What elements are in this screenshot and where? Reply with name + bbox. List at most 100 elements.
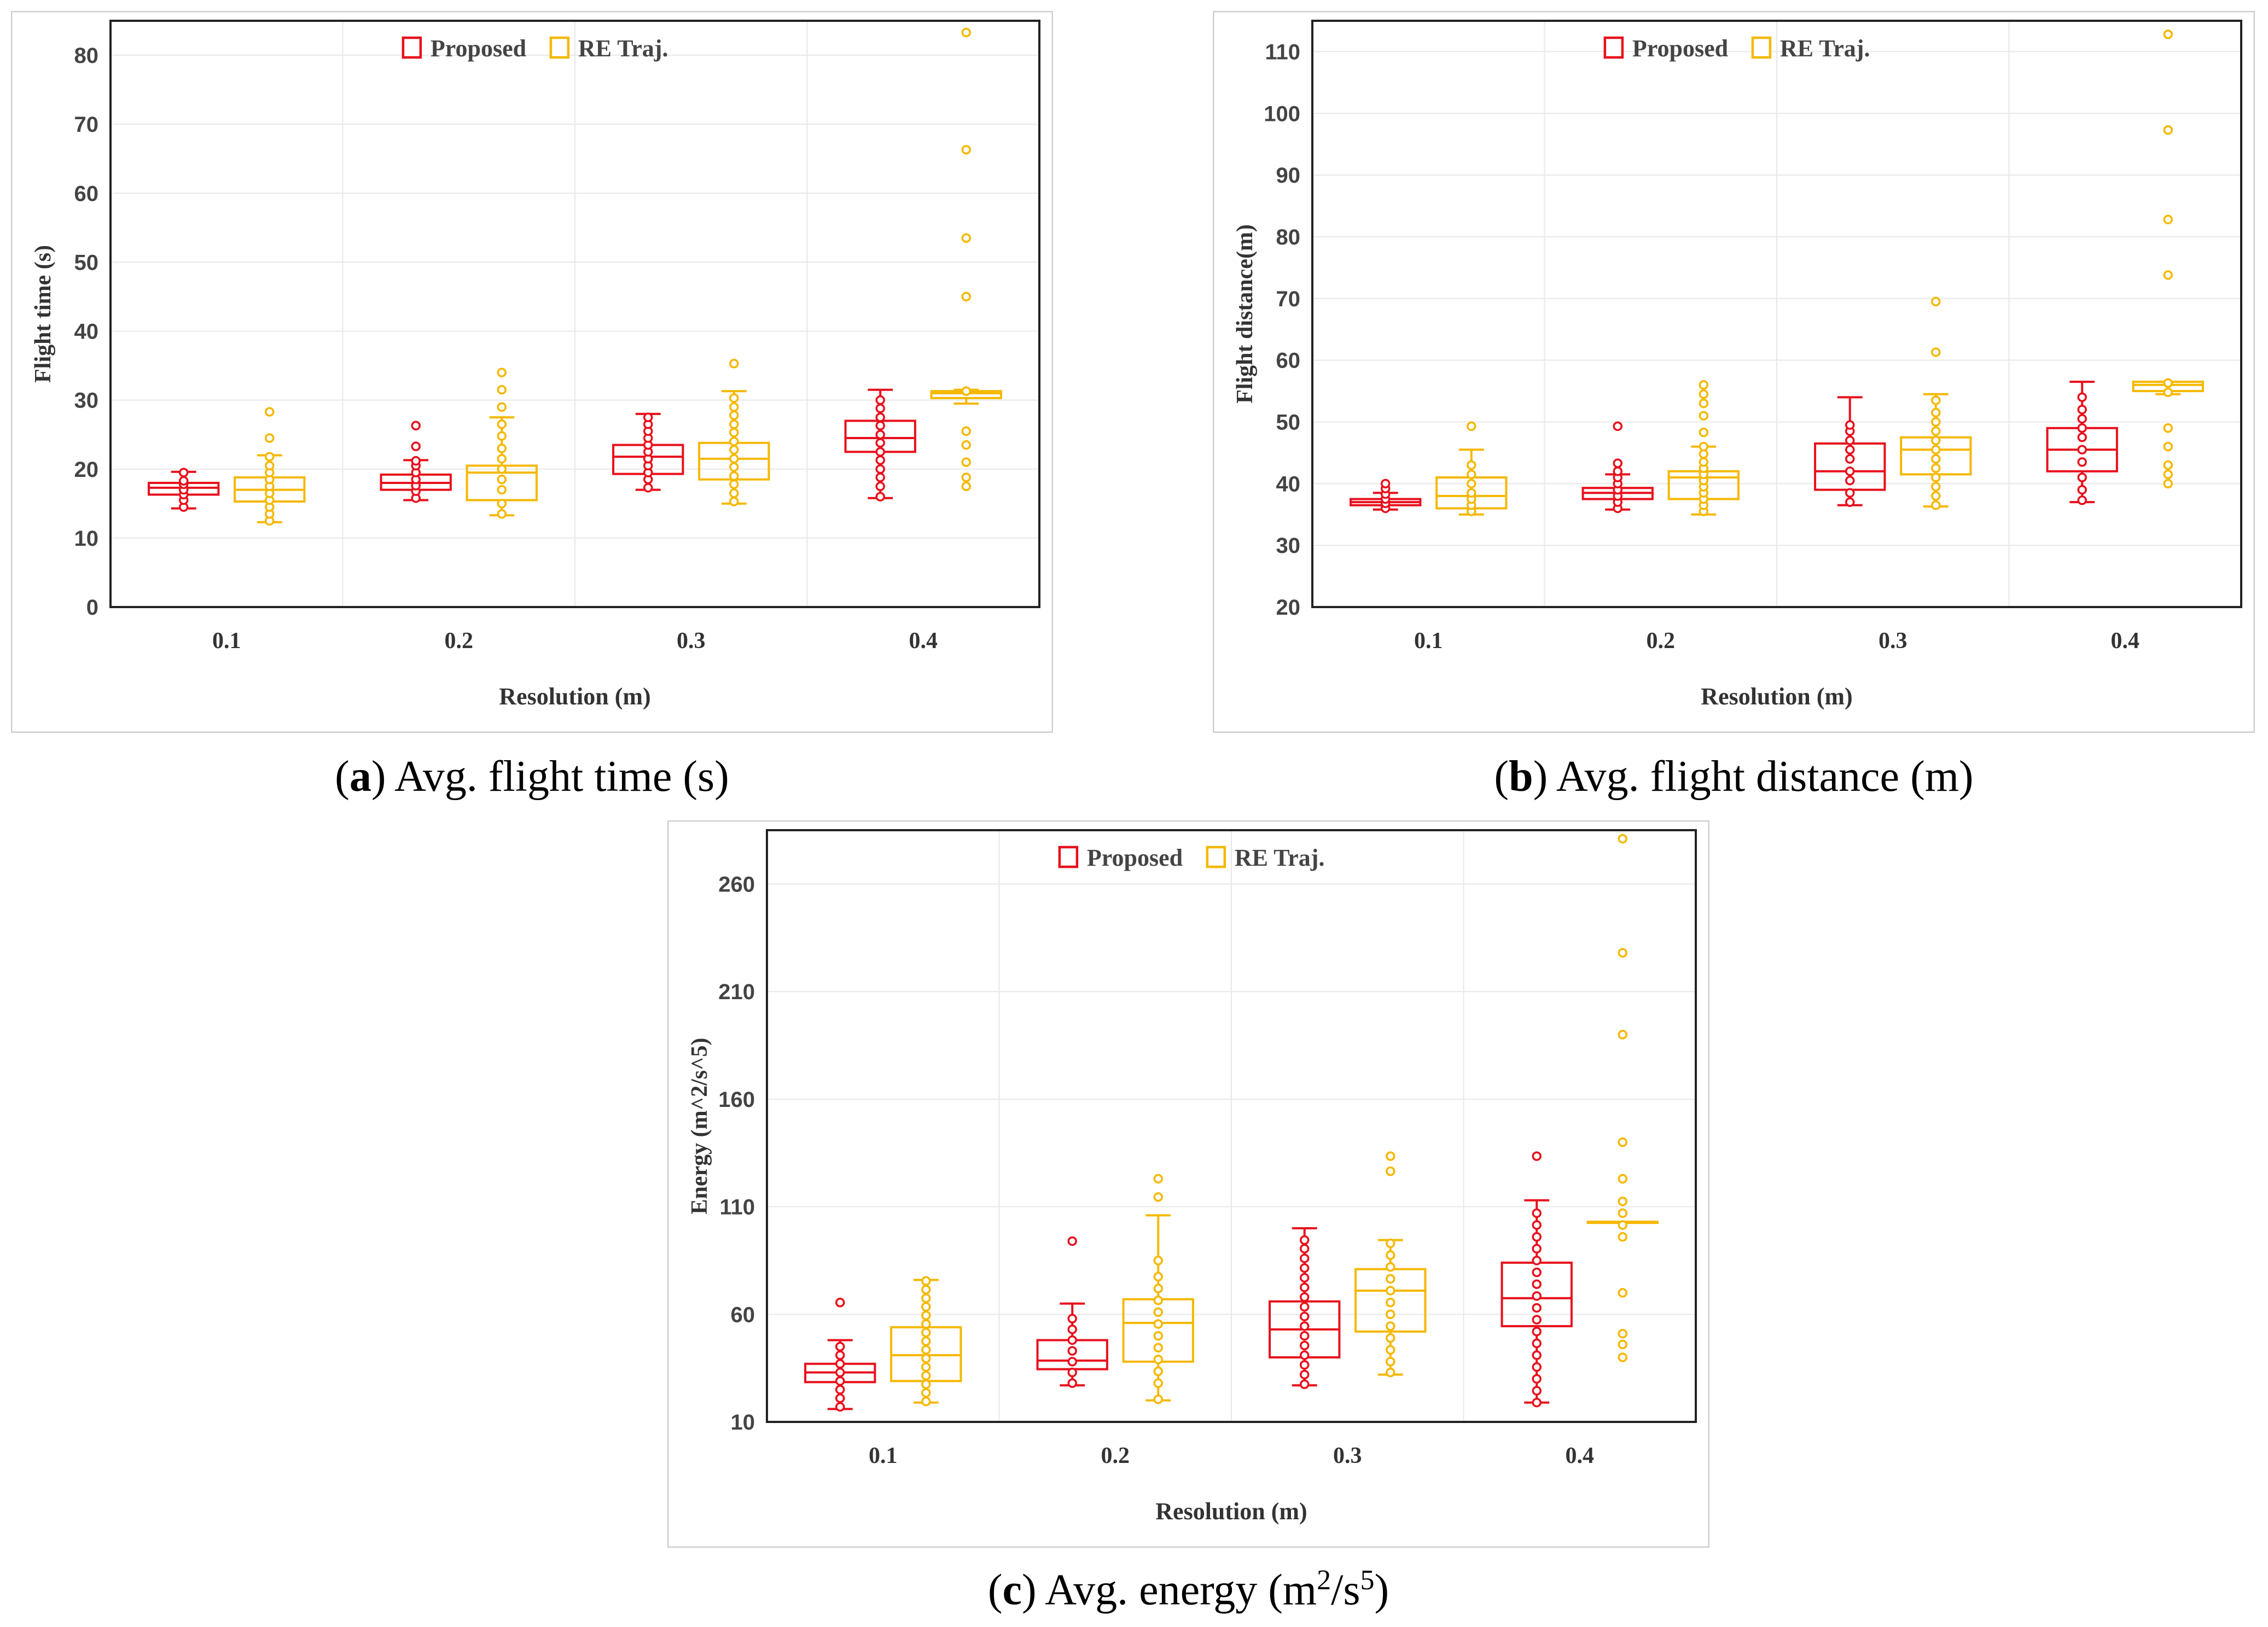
box-proposed-2 [612,412,684,493]
data-point [2077,485,2087,495]
data-point [1532,1208,1542,1218]
legend-swatch-proposed [1058,845,1079,868]
data-point [875,492,885,501]
x-tick-label: 0.1 [869,1443,898,1468]
data-point [835,1367,845,1378]
data-point [1613,421,1623,431]
data-point [1618,1174,1628,1184]
data-point [1532,1303,1542,1313]
legend-swatch-re-traj [549,36,570,59]
caption-a: (a) Avg. flight time (s) [335,753,729,801]
data-point [2077,392,2087,403]
box-proposed-0 [804,1297,876,1412]
data-point [1067,1357,1077,1367]
data-point [2163,214,2173,225]
box-re-traj-1 [1667,380,1740,516]
data-point [1618,1288,1628,1298]
data-point [1153,1331,1164,1341]
data-point [835,1350,845,1360]
data-point [1845,420,1855,430]
data-point [2163,270,2173,280]
y-tick-label: 30 [74,389,99,413]
legend-swatch-proposed [402,36,422,59]
y-tick-label: 260 [718,872,755,896]
chart-a-svg: 0 10 20 30 40 50 60 70 80 0.1 0.2 0.3 0.4 Resolution … [11,11,1053,733]
data-point [1532,1151,1542,1161]
data-point [961,440,972,450]
box-re-traj-2 [698,359,770,506]
plot-area-border [1311,20,2242,608]
data-point [1931,296,1941,307]
data-point [497,431,507,441]
box-re-traj-0 [890,1276,962,1407]
data-point [1931,395,1941,405]
data-point [961,481,972,492]
data-point [178,476,189,486]
box-re-traj-3 [1586,833,1659,1362]
data-point [2077,445,2087,455]
data-point [921,1371,931,1381]
data-point [875,481,885,492]
box-re-traj-3 [930,27,1002,492]
data-point [1299,1379,1310,1389]
box-re-traj-3 [2132,30,2204,489]
x-tick-label: 0.4 [909,628,938,654]
data-point [1931,407,1941,418]
data-point [1299,1282,1310,1292]
data-point [1618,1137,1628,1147]
caption-c-letter: c [1002,1566,1022,1614]
data-point [1618,833,1628,844]
data-point [265,460,275,471]
chart-panel-a: 0 10 20 30 40 50 60 70 80 0.1 0.2 0.3 0.4 Resolution … [11,11,1053,733]
data-point [1699,398,1709,409]
data-point [729,454,739,464]
plot-area-border [109,20,1040,608]
caption-a-letter: a [349,753,371,801]
y-tick-label: 70 [74,113,99,137]
caption-b-text: Avg. flight distance (m) [1556,753,1974,801]
chart-frame [11,11,1053,733]
y-tick-label: 100 [1264,102,1300,126]
legend-swatch-proposed [1603,36,1624,59]
data-point [1299,1292,1310,1302]
data-point [2077,473,2087,482]
box-re-traj-0 [234,407,306,526]
data-point [1153,1378,1164,1388]
data-point [643,483,653,493]
data-point [265,407,275,417]
y-tick-label: 30 [1276,534,1301,558]
data-point [729,462,739,472]
legend-label-proposed: Proposed [1087,844,1183,871]
data-point [411,441,421,451]
legend-label-re-traj: RE Traj. [578,35,668,62]
y-tick-label: 60 [1276,349,1301,373]
y-tick-label: 60 [74,182,99,206]
data-point [1618,1030,1628,1040]
data-point [835,1385,845,1395]
data-point [1153,1256,1164,1266]
x-tick-label: 0.1 [1414,628,1443,654]
data-point [1699,380,1709,390]
data-point [2163,30,2173,39]
data-point [1931,491,1941,501]
data-point [1299,1350,1310,1360]
data-point [1845,475,1855,486]
y-tick-label: 210 [718,980,755,1004]
chart-panel-b: 20 30 40 50 60 70 80 90 100 110 0.1 0.2 0.3 0.4 Resolu… [1213,11,2255,733]
data-point [1532,1244,1542,1254]
data-point [1153,1307,1164,1317]
data-point [921,1276,931,1286]
y-tick-label: 160 [718,1088,755,1112]
data-point [835,1297,845,1308]
x-tick-label: 0.3 [677,628,706,654]
data-point [875,421,885,431]
y-tick-label: 80 [74,44,99,68]
legend-label-re-traj: RE Traj. [1235,844,1325,871]
legend-label-proposed: Proposed [1632,35,1728,62]
data-point [1386,1309,1395,1320]
y-axis-label: Flight time (s) [31,245,56,383]
y-tick-label: 50 [1276,410,1301,434]
data-point [497,464,507,474]
y-axis-label: Energy (m^2/s^5) [687,1038,712,1215]
data-point [2163,378,2173,388]
